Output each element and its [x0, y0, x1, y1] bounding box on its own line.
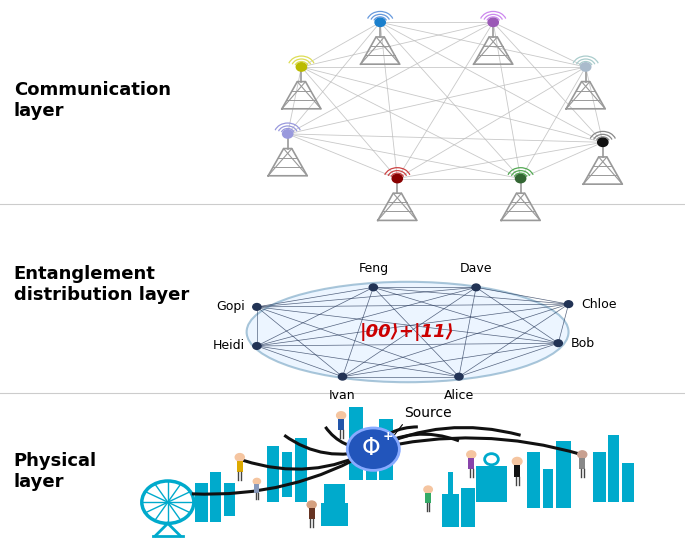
Text: Chloe: Chloe	[581, 297, 616, 311]
Text: Entanglement
distribution layer: Entanglement distribution layer	[14, 265, 189, 304]
Circle shape	[282, 130, 292, 138]
FancyBboxPatch shape	[254, 484, 260, 493]
FancyBboxPatch shape	[338, 418, 344, 430]
FancyBboxPatch shape	[543, 469, 553, 508]
FancyBboxPatch shape	[349, 407, 363, 480]
Text: Feng: Feng	[358, 262, 388, 275]
Text: Heidi: Heidi	[212, 339, 245, 353]
Circle shape	[554, 340, 562, 347]
FancyBboxPatch shape	[237, 461, 242, 472]
Circle shape	[488, 18, 499, 26]
Text: Ivan: Ivan	[329, 389, 356, 402]
FancyBboxPatch shape	[210, 472, 221, 522]
Circle shape	[307, 501, 316, 508]
Text: Gopi: Gopi	[216, 300, 245, 314]
Circle shape	[375, 18, 385, 26]
FancyBboxPatch shape	[442, 494, 459, 527]
Circle shape	[253, 304, 261, 310]
Circle shape	[253, 343, 261, 349]
FancyBboxPatch shape	[461, 488, 475, 527]
FancyBboxPatch shape	[321, 503, 348, 526]
Circle shape	[512, 458, 522, 465]
Text: Alice: Alice	[444, 389, 474, 402]
Circle shape	[424, 486, 432, 493]
Circle shape	[472, 284, 480, 291]
FancyBboxPatch shape	[224, 483, 235, 516]
FancyBboxPatch shape	[622, 463, 634, 502]
Circle shape	[597, 138, 608, 147]
FancyBboxPatch shape	[448, 472, 453, 494]
Circle shape	[253, 478, 260, 484]
Ellipse shape	[247, 282, 569, 382]
Text: |00⟩+|11⟩: |00⟩+|11⟩	[360, 323, 455, 341]
Text: Dave: Dave	[460, 262, 493, 275]
FancyBboxPatch shape	[469, 458, 474, 469]
Text: $\Phi$: $\Phi$	[361, 436, 380, 460]
FancyBboxPatch shape	[593, 452, 606, 502]
Circle shape	[515, 174, 526, 182]
Text: Source: Source	[404, 406, 452, 420]
FancyBboxPatch shape	[608, 435, 619, 502]
Circle shape	[336, 412, 346, 419]
Circle shape	[235, 454, 245, 461]
Text: Communication
layer: Communication layer	[14, 81, 171, 120]
FancyBboxPatch shape	[527, 452, 540, 508]
FancyBboxPatch shape	[476, 466, 507, 502]
Circle shape	[369, 284, 377, 291]
Circle shape	[564, 301, 573, 307]
Circle shape	[338, 373, 347, 380]
FancyBboxPatch shape	[267, 446, 279, 502]
Circle shape	[580, 62, 590, 71]
FancyBboxPatch shape	[579, 458, 585, 469]
FancyBboxPatch shape	[556, 441, 571, 508]
FancyBboxPatch shape	[514, 465, 521, 477]
Circle shape	[577, 451, 587, 458]
FancyBboxPatch shape	[379, 418, 393, 480]
Text: +: +	[382, 430, 393, 443]
FancyBboxPatch shape	[308, 508, 314, 519]
FancyBboxPatch shape	[195, 483, 208, 522]
Text: Bob: Bob	[571, 336, 595, 350]
Circle shape	[455, 373, 463, 380]
FancyBboxPatch shape	[366, 430, 377, 480]
Circle shape	[296, 62, 306, 71]
FancyBboxPatch shape	[282, 452, 292, 497]
FancyBboxPatch shape	[324, 484, 345, 503]
Text: Physical
layer: Physical layer	[14, 452, 97, 491]
Circle shape	[347, 428, 399, 470]
Circle shape	[392, 174, 402, 182]
Circle shape	[466, 451, 476, 458]
FancyBboxPatch shape	[295, 438, 307, 502]
FancyBboxPatch shape	[425, 493, 431, 503]
